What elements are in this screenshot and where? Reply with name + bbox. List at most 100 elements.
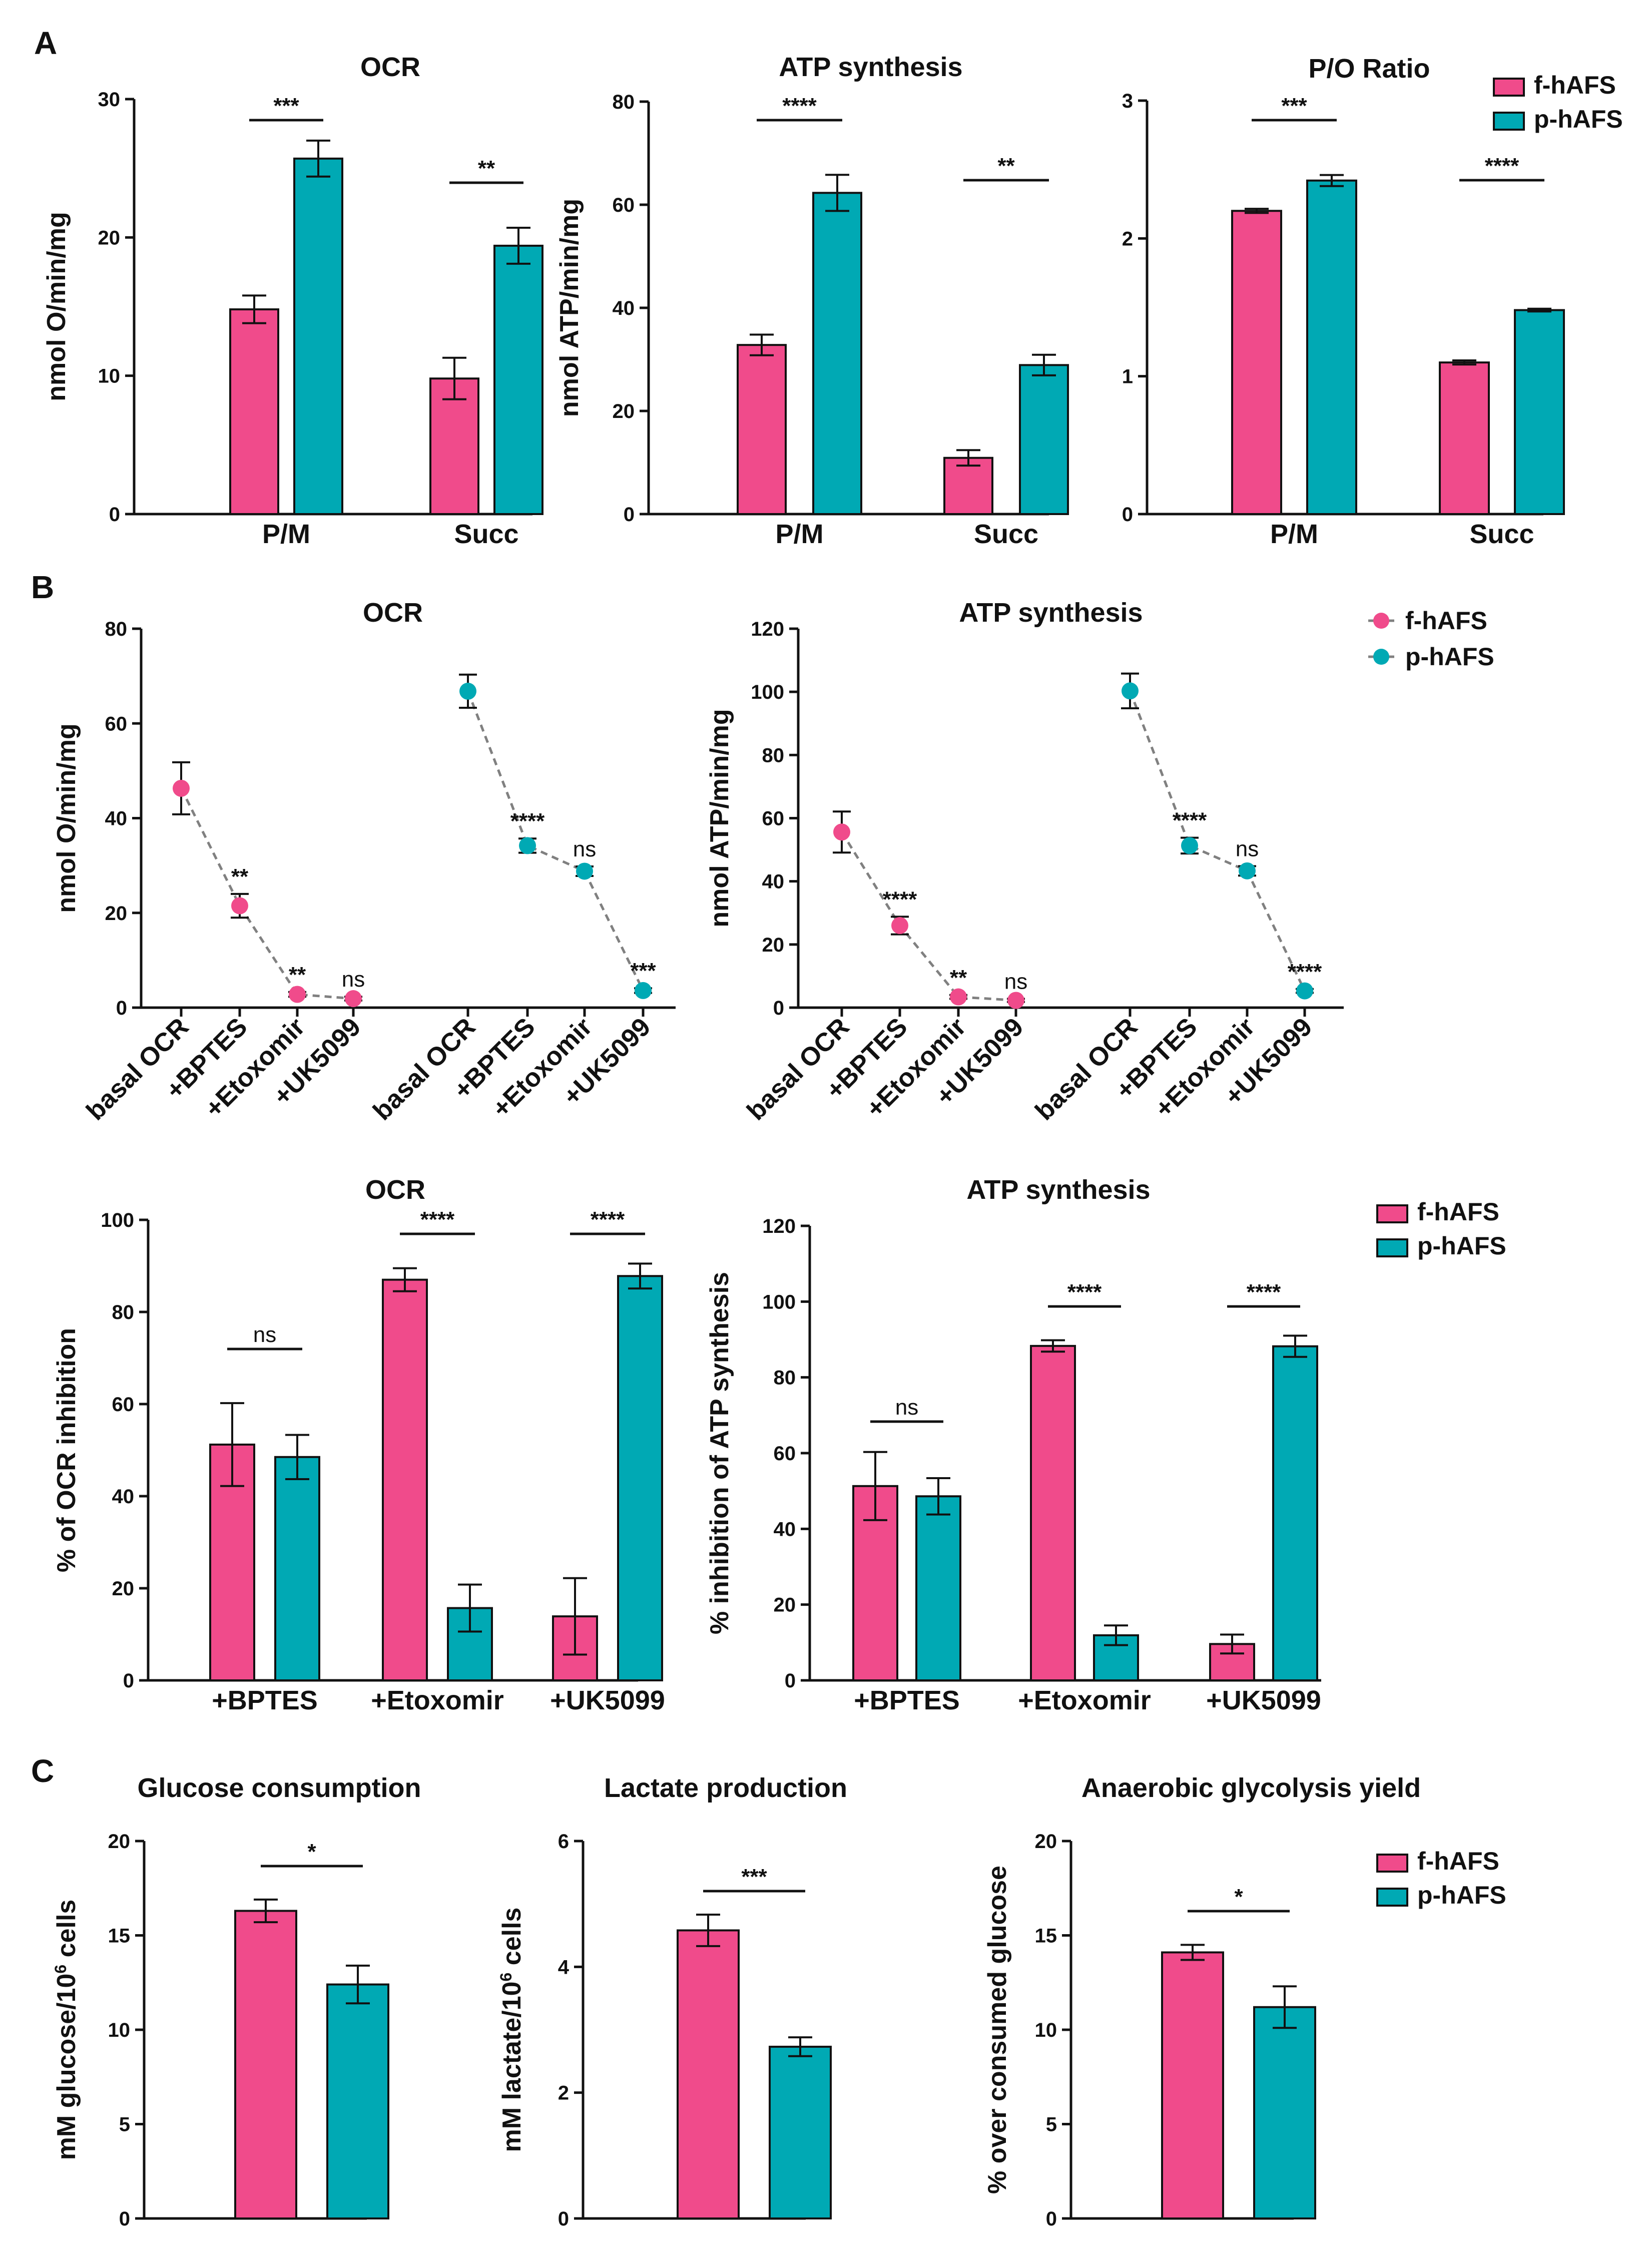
legend-label-p-hAFS: p-hAFS xyxy=(1534,105,1623,133)
data-point-p-hAFS xyxy=(576,862,593,880)
significance-label: * xyxy=(307,1840,316,1864)
chart-title: P/O Ratio xyxy=(1308,54,1430,84)
y-tick-label: 2 xyxy=(1122,228,1133,250)
y-tick-label: 40 xyxy=(762,871,785,893)
legend-label-f-hAFS: f-hAFS xyxy=(1405,607,1487,635)
y-tick-label: 1 xyxy=(1122,366,1133,388)
significance-label: ** xyxy=(289,963,306,987)
data-point-p-hAFS xyxy=(1296,982,1313,1000)
y-tick-label: 40 xyxy=(613,297,635,319)
chart-title: Anaerobic glycolysis yield xyxy=(1081,1773,1421,1803)
y-tick-label: 60 xyxy=(105,713,128,735)
significance-label: ** xyxy=(950,966,967,990)
significance-label: **** xyxy=(420,1207,455,1232)
y-tick-label: 10 xyxy=(108,2019,131,2041)
data-point-p-hAFS xyxy=(519,837,536,854)
chart-c1: Glucose consumption mM glucose/106 cells 0… xyxy=(52,1773,421,2230)
bar-p-hAFS xyxy=(1514,309,1565,515)
bar-f-hAFS xyxy=(234,1910,297,2219)
y-axis-label: nmol ATP/min/mg xyxy=(555,199,584,417)
bar-p-hAFS xyxy=(293,157,343,516)
legend-label-f-hAFS: f-hAFS xyxy=(1417,1847,1499,1875)
bar-f-hAFS xyxy=(1439,361,1490,516)
series-line-p-hAFS xyxy=(1129,690,1306,992)
y-axis-label: nmol O/min/mg xyxy=(52,723,81,913)
significance-label: ns xyxy=(573,837,596,861)
data-point-f-hAFS xyxy=(1007,992,1024,1009)
bar-p-hAFS xyxy=(617,1275,663,1681)
y-tick-label: 10 xyxy=(1035,2019,1057,2041)
bar-p-hAFS xyxy=(1019,364,1069,516)
bar-p-hAFS xyxy=(326,1983,389,2220)
bar-p-hAFS xyxy=(1253,2006,1316,2219)
significance-label: * xyxy=(1234,1885,1243,1909)
y-tick-label: 5 xyxy=(1046,2114,1057,2136)
y-axis-label-superscript: 6 xyxy=(52,1965,70,1974)
chart-title: OCR xyxy=(363,598,423,628)
legend-marker-p-hAFS xyxy=(1373,649,1389,665)
legend-a: f-hAFS p-hAFS xyxy=(1493,71,1623,133)
legend-swatch-f-hAFS xyxy=(1376,1204,1408,1223)
bar-f-hAFS xyxy=(429,377,479,516)
bar-f-hAFS xyxy=(229,308,279,515)
y-tick-label: 0 xyxy=(109,504,120,526)
y-axis-label-part: mM lactate/10 xyxy=(497,1981,526,2152)
y-tick-label: 100 xyxy=(762,1291,796,1313)
significance-label: **** xyxy=(1067,1280,1102,1304)
panel-letter-a: A xyxy=(34,25,57,61)
chart-a2: ATP synthesis nmol ATP/min/mg 0 20 40 60 80 P/M… xyxy=(555,52,1069,549)
legend-label-p-hAFS: p-hAFS xyxy=(1417,1232,1506,1260)
y-tick-label: 40 xyxy=(105,808,128,830)
legend-c: f-hAFS p-hAFS xyxy=(1376,1847,1506,1909)
legend-b-bar: f-hAFS p-hAFS xyxy=(1376,1198,1506,1260)
panel-letter-c: C xyxy=(31,1753,54,1789)
data-point-p-hAFS xyxy=(1181,837,1198,854)
y-tick-label: 20 xyxy=(105,903,128,925)
y-tick-label: 40 xyxy=(112,1486,135,1508)
y-tick-label: 0 xyxy=(1122,504,1133,526)
y-tick-label: 0 xyxy=(785,1670,796,1692)
y-tick-label: 80 xyxy=(774,1367,796,1389)
y-axis-label: % of OCR inhibition xyxy=(52,1328,81,1572)
x-category-label: Succ xyxy=(454,519,518,549)
significance-label: ns xyxy=(1236,836,1259,861)
y-tick-label: 20 xyxy=(613,400,635,422)
y-tick-label: 20 xyxy=(762,934,785,956)
significance-label: ** xyxy=(478,156,495,181)
legend-label-f-hAFS: f-hAFS xyxy=(1417,1198,1499,1226)
legend-b-line: f-hAFS p-hAFS xyxy=(1368,607,1494,671)
chart-b2: ATP synthesis nmol ATP/min/mg 0 20 40 60 80 100… xyxy=(705,598,1344,1126)
y-tick-label: 0 xyxy=(119,2208,130,2230)
significance-label: ns xyxy=(342,967,365,992)
y-tick-label: 20 xyxy=(108,1831,131,1853)
x-category-label: +UK5099 xyxy=(550,1685,665,1715)
significance-label: *** xyxy=(1281,94,1307,118)
y-tick-label: 120 xyxy=(762,1215,796,1237)
chart-a3: P/O Ratio 0 1 2 3 P/M *** Succ **** xyxy=(1122,54,1565,549)
x-category-label: Succ xyxy=(974,519,1038,549)
bar-p-hAFS xyxy=(812,192,862,515)
bar-f-hAFS xyxy=(1030,1344,1076,1681)
y-axis-label: nmol ATP/min/mg xyxy=(705,709,734,927)
legend-marker-f-hAFS xyxy=(1373,613,1389,629)
data-point-f-hAFS xyxy=(345,990,362,1008)
significance-label: ns xyxy=(1004,969,1027,994)
y-tick-label: 60 xyxy=(762,808,785,830)
panel-letter-b: B xyxy=(31,569,54,605)
y-axis-label-part: cells xyxy=(52,1900,81,1965)
x-category-label: +BPTES xyxy=(854,1685,960,1715)
bar-f-hAFS xyxy=(737,344,787,515)
series-line-f-hAFS xyxy=(840,831,1016,1002)
significance-label: ns xyxy=(895,1395,918,1420)
significance-label: **** xyxy=(1485,154,1519,178)
x-category-label: Succ xyxy=(1469,519,1534,549)
y-tick-label: 0 xyxy=(624,504,635,526)
y-axis-label-superscript: 6 xyxy=(497,1973,515,1982)
y-axis-label-part: mM glucose/10 xyxy=(52,1974,81,2160)
data-point-f-hAFS xyxy=(173,779,190,797)
chart-title: Lactate production xyxy=(604,1773,847,1803)
y-tick-label: 30 xyxy=(98,89,121,111)
y-tick-label: 20 xyxy=(1035,1831,1057,1853)
chart-title: ATP synthesis xyxy=(779,52,962,82)
series-line-f-hAFS xyxy=(180,787,354,1000)
